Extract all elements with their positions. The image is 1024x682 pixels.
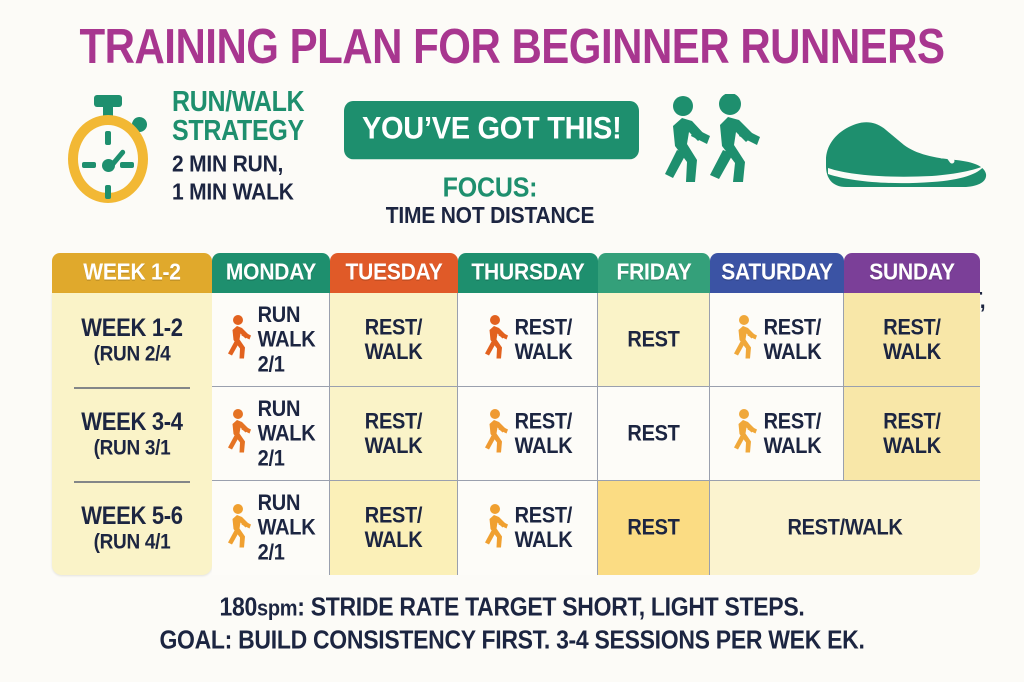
footer-line-1-rest: : STRIDE RATE TARGET SHORT, LIGHT STEPS. [297, 592, 805, 622]
schedule-cell[interactable]: REST/WALK [458, 387, 598, 481]
walking-person-icon [226, 314, 252, 365]
schedule-cell[interactable]: RUN WALK 2/1 [212, 293, 330, 387]
schedule-cell[interactable]: REST [598, 481, 710, 575]
week-detail: (RUN 4/1 [93, 530, 171, 554]
table-header-sunday[interactable]: SUNDAY [844, 253, 980, 293]
schedule-cell-text: REST [627, 515, 680, 541]
table-header-label: MONDAY [225, 259, 317, 286]
table-header-thursday[interactable]: THURSDAY [458, 253, 598, 293]
table-header-label: THURSDAY [471, 259, 585, 286]
schedule-cell[interactable]: REST/WALK [330, 481, 458, 575]
schedule-cell[interactable]: RUN WALK 2/1 [212, 481, 330, 575]
schedule-cell[interactable]: REST [598, 293, 710, 387]
schedule-cell-text: REST [627, 421, 680, 446]
schedule-cell-text: REST/WALK [364, 314, 423, 365]
schedule-cell-text: REST/WALK [763, 314, 822, 365]
running-shoe-icon [812, 104, 990, 194]
walking-person-icon [483, 408, 509, 459]
walking-person-icon [732, 314, 758, 365]
week-detail: (RUN 2/4 [93, 342, 171, 366]
table-header-tuesday[interactable]: TUESDAY [330, 253, 458, 293]
spm-unit: spm [257, 596, 298, 622]
schedule-cell[interactable]: REST/WALK [458, 293, 598, 387]
runwalk-strategy-block: RUN/WALK STRATEGY 2 MIN RUN, 1 MIN WALK [172, 85, 352, 204]
walking-person-icon [226, 503, 252, 554]
schedule-cell[interactable]: REST/WALK [844, 387, 980, 481]
table-header-label: TUESDAY [345, 259, 443, 286]
schedule-cell-text: REST/WALK [514, 503, 573, 553]
walking-person-icon [226, 408, 252, 459]
focus-label: FOCUS: [442, 172, 538, 204]
table-header-label: FRIDAY [616, 259, 692, 286]
table-header-monday[interactable]: MONDAY [212, 253, 330, 293]
week-column: WEEK 1-2 (RUN 2/4 WEEK 3-4 (RUN 3/1 WEEK 5-6… [52, 293, 212, 575]
week-label: WEEK 1-2 [81, 312, 183, 341]
table-header-label: SUNDAY [869, 259, 955, 286]
schedule-cell[interactable]: RUN WALK 2/1 [212, 387, 330, 481]
schedule-cell-text: REST/WALK [883, 408, 941, 459]
stopwatch-icon [58, 93, 168, 213]
schedule-cell[interactable]: REST/WALK [710, 293, 844, 387]
table-header-saturday[interactable]: SATURDAY [710, 253, 844, 293]
table-body: WEEK 1-2 (RUN 2/4 WEEK 3-4 (RUN 3/1 WEEK 5-6… [52, 293, 980, 575]
schedule-cell[interactable]: REST/WALK [710, 387, 844, 481]
schedule-cell-text: REST/WALK [787, 515, 903, 541]
week-label: WEEK 5-6 [81, 500, 183, 529]
table-header-label: SATURDAY [721, 259, 833, 286]
walking-person-icon [483, 503, 509, 554]
schedule-cell-text: REST/WALK [364, 408, 423, 459]
schedule-cell[interactable]: REST/WALK [710, 481, 980, 575]
motivation-banner: YOU’VE GOT THIS! [344, 101, 640, 160]
week-cell[interactable]: WEEK 3-4 (RUN 3/1 [52, 387, 212, 481]
training-schedule-table: WEEK 1-2 MONDAY TUESDAY THURSDAY FRIDAY SATUR… [52, 253, 980, 575]
footer-line-1: 180spm: STRIDE RATE TARGET SHORT, LIGHT … [0, 592, 1024, 622]
strategy-detail-line1: 2 MIN RUN, [172, 151, 284, 177]
week-detail: (RUN 3/1 [93, 436, 171, 460]
table-header-label: WEEK 1-2 [83, 259, 181, 286]
table-header-friday[interactable]: FRIDAY [598, 253, 710, 293]
schedule-cell-text: REST/WALK [514, 314, 573, 365]
strategy-heading-line2: STRATEGY [172, 114, 304, 147]
schedule-cell[interactable]: REST/WALK [330, 293, 458, 387]
walking-person-icon [483, 314, 509, 365]
week-cell[interactable]: WEEK 1-2 (RUN 2/4 [52, 293, 212, 387]
schedule-cell[interactable]: REST [598, 387, 710, 481]
strategy-detail-line2: 1 MIN WALK [172, 179, 294, 205]
page-title: TRAINING PLAN FOR BEGINNER RUNNERS [79, 18, 945, 74]
schedule-cell-text: REST/WALK [763, 408, 822, 459]
table-header-week-1-2[interactable]: WEEK 1-2 [52, 253, 212, 293]
walking-people-icon [658, 93, 778, 194]
schedule-cell-text: REST/WALK [364, 503, 423, 553]
schedule-cell-text: REST [627, 327, 680, 352]
schedule-cell-text: RUN WALK 2/1 [257, 491, 316, 565]
spm-value: 180 [219, 592, 258, 622]
schedule-cell[interactable]: REST/WALK [844, 293, 980, 387]
schedule-cell[interactable]: REST/WALK [458, 481, 598, 575]
schedule-cell-text: RUN WALK 2/1 [257, 302, 316, 377]
schedule-cell[interactable]: REST/WALK [330, 387, 458, 481]
strategy-heading-line1: RUN/WALK [172, 85, 305, 118]
week-label: WEEK 3-4 [81, 406, 183, 435]
focus-value: TIME NOT DISTANCE [385, 203, 595, 229]
top-highlights-band: RUN/WALK STRATEGY 2 MIN RUN, 1 MIN WALK … [0, 85, 1024, 314]
schedule-cell-text: REST/WALK [514, 408, 573, 459]
schedule-cell-text: RUN WALK 2/1 [257, 396, 316, 471]
week-divider [74, 481, 190, 483]
footer-line-2: GOAL: BUILD CONSISTENCY FIRST. 3-4 SESSI… [159, 625, 865, 655]
week-divider [74, 387, 190, 389]
walking-person-icon [732, 408, 758, 459]
week-cell[interactable]: WEEK 5-6 (RUN 4/1 [52, 481, 212, 575]
schedule-cell-text: REST/WALK [883, 314, 941, 365]
table-header-row: WEEK 1-2 MONDAY TUESDAY THURSDAY FRIDAY SATUR… [52, 253, 980, 293]
